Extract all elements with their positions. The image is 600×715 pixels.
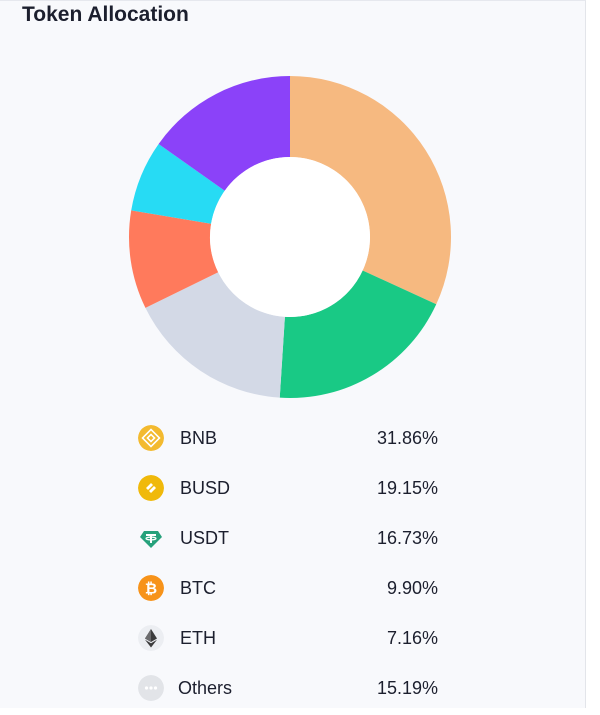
legend-value: 7.16% — [386, 628, 438, 648]
panel-title: Token Allocation — [22, 3, 189, 26]
legend-value: 19.15% — [376, 478, 438, 498]
donut-slice-usdt[interactable] — [145, 272, 285, 398]
legend-value: 16.73% — [376, 528, 438, 548]
legend-item-eth: ETH 7.16% — [138, 615, 438, 665]
legend-value: 31.86% — [376, 428, 438, 448]
legend-label: BNB — [180, 428, 218, 448]
legend-label: BUSD — [180, 478, 231, 498]
legend-label: BTC — [180, 578, 216, 598]
legend-value: 15.19% — [376, 678, 438, 698]
donut-slice-eth[interactable] — [131, 143, 225, 224]
donut-hole — [210, 157, 370, 317]
eth-icon — [138, 625, 164, 651]
others-icon — [138, 675, 164, 701]
donut-slice-others[interactable] — [158, 76, 290, 191]
legend: BNB 31.86% BUSD 19.15% USDT 16.73% — [138, 415, 438, 715]
legend-label: ETH — [180, 628, 216, 648]
legend-item-busd: BUSD 19.15% — [138, 465, 438, 515]
legend-label: Others — [178, 678, 233, 698]
legend-item-btc: ₿ BTC 9.90% — [138, 565, 438, 615]
donut-slice-btc[interactable] — [129, 210, 219, 308]
legend-item-others: Others 15.19% — [138, 665, 438, 715]
legend-item-bnb: BNB 31.86% — [138, 415, 438, 465]
bnb-icon — [138, 425, 164, 451]
busd-icon — [138, 475, 164, 501]
btc-icon: ₿ — [138, 575, 164, 601]
svg-text:₿: ₿ — [145, 580, 157, 598]
legend-label: USDT — [180, 528, 229, 548]
donut-chart — [129, 76, 451, 398]
legend-item-usdt: USDT 16.73% — [138, 515, 438, 565]
token-allocation-panel: Token Allocation BNB 31.86% BUSD 19.15% — [0, 0, 586, 708]
legend-value: 9.90% — [386, 578, 438, 598]
usdt-icon — [140, 531, 162, 548]
donut-slice-bnb[interactable] — [290, 76, 451, 305]
donut-slice-busd[interactable] — [279, 270, 437, 398]
